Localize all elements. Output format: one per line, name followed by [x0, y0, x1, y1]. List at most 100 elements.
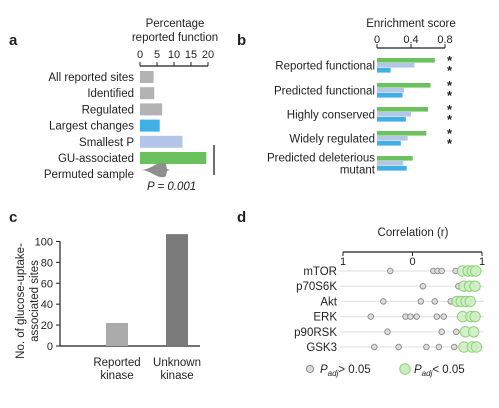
panel-b-sig-0-a: * — [447, 53, 453, 68]
panel-a-category-3: Largest changes — [49, 121, 134, 133]
panel-b-bar-0-0 — [377, 58, 435, 63]
panel-b-sig-2-b: * — [447, 112, 453, 127]
panel-d-row-label-2: Akt — [320, 296, 337, 308]
panel-d-row-label-1: p70S6K — [296, 281, 337, 293]
panel-d-row-label-4: p90RSK — [294, 327, 337, 339]
panel-b-bar-1-0 — [377, 83, 431, 88]
panel-d-point-24 — [450, 343, 458, 351]
panel-c-ytick-label-0: 0 — [47, 341, 53, 353]
permuted-sample-distribution — [142, 162, 170, 178]
panel-b-category-4-line-1: mutant — [340, 165, 376, 177]
panel-a-bar-0 — [140, 71, 154, 83]
panel-d-row-label-3: ERK — [313, 312, 337, 324]
panel-a-tick-label-4: 20 — [202, 49, 214, 61]
panel-d-point-16 — [440, 313, 448, 320]
panel-b-category-3-line-0: Widely regulated — [289, 134, 375, 146]
panel-d-axis: 1 0 1 — [340, 251, 485, 268]
panel-c-ylabel-line-1: No. of glucose-uptake- — [15, 243, 27, 359]
panel-d-point-7 — [380, 298, 387, 305]
panel-b-bars: ******** — [377, 53, 453, 171]
panel-b-bar-0-2 — [377, 68, 391, 73]
panel-b-bar-0-1 — [377, 63, 415, 68]
panel-b-bar-4-2 — [377, 166, 407, 171]
panel-d-tick-label-2: 1 — [479, 256, 485, 268]
panel-b-bar-2-1 — [377, 112, 411, 117]
panel-a-title-line-2: reported function — [132, 32, 218, 44]
panel-d-point-40 — [467, 326, 480, 338]
panel-b-bar-4-1 — [377, 161, 404, 166]
legend-not-significant-text: > 0.05 — [338, 364, 370, 376]
panel-a-bar-1 — [140, 87, 155, 100]
panel-b-bar-3-1 — [377, 136, 408, 141]
panel-d-point-43 — [470, 341, 483, 353]
panel-a-tick-label-0: 0 — [137, 49, 143, 61]
panel-d-point-28 — [470, 265, 482, 277]
panel-d-point-19 — [453, 328, 460, 336]
panel-b-sig-2-a: * — [447, 102, 453, 117]
panel-b: Enrichment score 0 0.4 0.8 Reported functi… — [267, 18, 456, 177]
panel-d-point-17 — [384, 328, 391, 336]
panel-c-ytick-label-1: 20 — [41, 320, 53, 332]
panel-d-point-18 — [438, 328, 445, 336]
panel-b-sig-3-a: * — [447, 126, 453, 141]
panel-c-ytick-label-4: 80 — [41, 257, 53, 269]
panel-b-axis: 0 0.4 0.8 — [374, 34, 453, 49]
permuted-p-value: P = 0.001 — [147, 181, 196, 193]
panel-c-axis: 0 20 40 60 80 100 — [35, 236, 200, 353]
panel-d-point-15 — [433, 313, 441, 320]
legend-marker-significant — [399, 363, 411, 375]
panel-c-bars — [106, 234, 188, 346]
panel-d-row-label-5: GSK3 — [306, 342, 337, 354]
panel-b-bar-3-2 — [377, 141, 401, 146]
legend-label-not-significant: Padj> 0.05 — [320, 364, 371, 378]
panel-d-point-31 — [469, 280, 481, 292]
panel-b-category-2-line-0: Highly conserved — [287, 110, 375, 122]
panel-b-sig-1-b: * — [447, 88, 453, 103]
panel-b-category-labels: Reported functional Predicted functional H… — [267, 61, 376, 177]
panel-a-tick-label-3: 15 — [185, 49, 197, 61]
panel-a-category-2: Regulated — [82, 104, 134, 116]
panel-d-point-35 — [464, 295, 476, 308]
panel-label-a: a — [9, 32, 18, 49]
panel-b-bar-4-0 — [377, 156, 413, 161]
panel-b-bar-1-1 — [377, 88, 405, 93]
panel-a-axis: 0 5 10 15 20 — [137, 49, 214, 67]
panel-a-bars — [140, 71, 207, 164]
panel-c-category-0-line-0: Reported — [93, 357, 140, 369]
panel-c-ytick-label-3: 60 — [41, 278, 53, 290]
panel-c: No. of glucose-uptake- associated sites … — [15, 234, 201, 382]
panel-d: Correlation (r) 1 0 1 mTOR p70S6K Akt ERK p90R… — [294, 227, 485, 378]
panel-b-category-4-line-0: Predicted deleterious — [267, 153, 375, 165]
panel-d-point-21 — [395, 343, 402, 351]
panel-d-tick-label-0: 1 — [340, 256, 346, 268]
panel-b-bar-3-0 — [377, 131, 427, 136]
panel-a-category-6: Permuted sample — [44, 169, 134, 181]
panel-d-legend: Padj> 0.05 Padj< 0.05 — [305, 363, 465, 378]
panel-b-tick-label-0: 0 — [374, 34, 380, 46]
panel-d-points — [367, 265, 483, 353]
panel-d-title-text: Correlation (r) — [378, 227, 449, 239]
panel-a-category-1: Identified — [87, 88, 134, 100]
panel-a-category-0: All reported sites — [48, 72, 134, 84]
panel-d-tick-label-1: 0 — [409, 256, 415, 268]
panel-d-point-22 — [423, 343, 430, 351]
panel-b-tick-label-2: 0.8 — [437, 34, 452, 46]
panel-a-bar-4 — [140, 135, 183, 148]
panel-b-sig-0-b: * — [447, 63, 453, 78]
panel-c-bar-1 — [166, 234, 188, 346]
panel-d-point-9 — [431, 298, 438, 305]
panel-b-category-0-line-0: Reported functional — [275, 61, 375, 73]
panel-d-rows: mTOR p70S6K Akt ERK p90RSK GSK3 — [294, 266, 484, 354]
panel-d-point-13 — [407, 313, 414, 320]
panel-b-bar-2-0 — [377, 107, 428, 112]
panel-c-bar-0 — [106, 323, 128, 346]
panel-label-c: c — [9, 209, 17, 226]
panel-a-bar-2 — [140, 103, 163, 116]
panel-c-ylabel-line-2: associated sites — [29, 260, 41, 342]
panel-d-point-20 — [371, 343, 378, 351]
panel-b-bar-1-2 — [377, 93, 403, 98]
panel-d-point-38 — [469, 310, 481, 323]
panel-a-tick-label-2: 10 — [168, 49, 180, 61]
